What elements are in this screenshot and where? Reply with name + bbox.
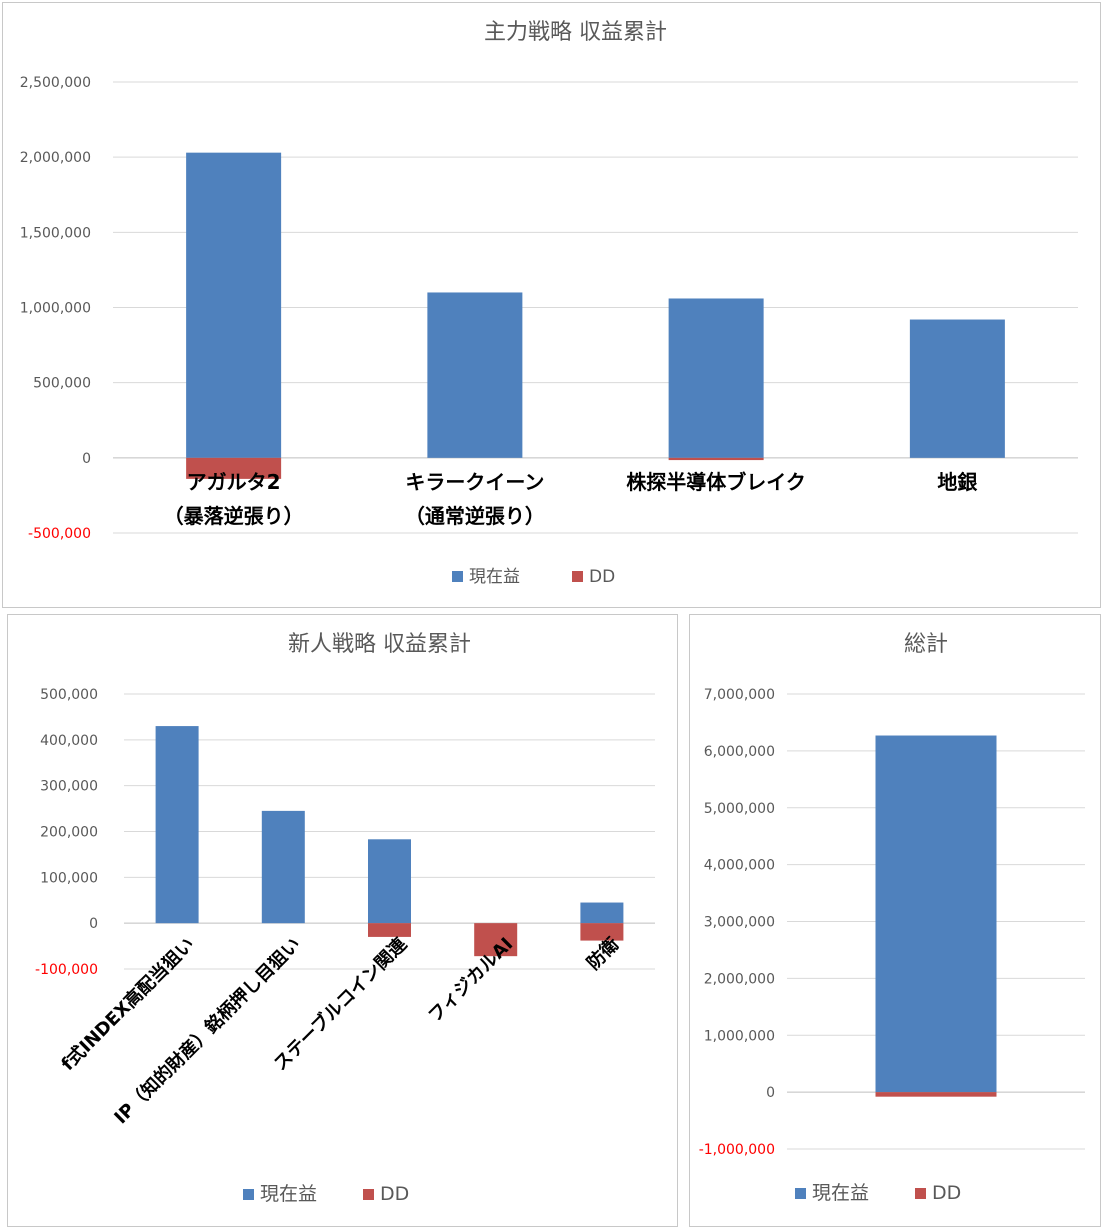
category-label-line: アガルタ2 xyxy=(187,470,281,494)
legend-label: DD xyxy=(589,567,615,587)
bar-profit xyxy=(580,902,624,924)
bar-dd xyxy=(668,457,764,461)
bar-dd xyxy=(875,1092,997,1097)
legend-swatch xyxy=(363,1189,374,1200)
chart-title: 総計 xyxy=(904,632,948,657)
y-tick-label: 400,000 xyxy=(40,733,98,749)
bar-profit xyxy=(909,319,1005,458)
bar-profit xyxy=(875,735,997,1093)
legend-label: DD xyxy=(932,1182,961,1204)
legend-label: 現在益 xyxy=(260,1183,317,1205)
bar-profit xyxy=(261,810,305,924)
category-label: フィジカルAI xyxy=(424,934,517,1027)
y-tick-label: 200,000 xyxy=(40,825,98,841)
y-tick-label: 2,000,000 xyxy=(20,150,91,166)
bar-profit xyxy=(368,839,411,924)
legend-swatch xyxy=(915,1188,926,1199)
category-label-line: 地銀 xyxy=(937,470,977,494)
bar-dd xyxy=(186,457,282,479)
y-tick-label: 500,000 xyxy=(33,376,91,392)
y-tick-label: 2,000,000 xyxy=(704,971,775,987)
category-label: アガルタ2 （暴落逆張り） xyxy=(164,470,304,528)
y-tick-label: 4,000,000 xyxy=(704,858,775,874)
new-strategy-chart: 新人戦略 収益累計 500,000 400,000 300,000 200,000 100… xyxy=(35,632,655,1205)
bar-profit xyxy=(427,292,523,458)
y-tick-label: 0 xyxy=(89,916,98,932)
y-tick-label: 300,000 xyxy=(40,779,98,795)
bar-profit xyxy=(186,152,282,458)
y-tick-label: 1,000,000 xyxy=(20,301,91,317)
category-label: キラークイーン （通常逆張り） xyxy=(405,470,545,528)
bar-dd xyxy=(580,923,624,941)
legend-swatch xyxy=(572,571,583,582)
y-tick-label: 6,000,000 xyxy=(704,744,775,760)
legend-swatch xyxy=(452,571,463,582)
category-label: IP（知的財産）銘柄押し目狙い xyxy=(110,933,305,1128)
main-strategy-chart: 主力戦略 収益累計 2,500,000 2,000,000 1,500,000 1,00… xyxy=(20,20,1078,587)
new-strategy-chart-panel: 新人戦略 収益累計 500,000 400,000 300,000 200,000 100… xyxy=(7,614,678,1227)
category-label: 地銀 xyxy=(937,470,977,494)
y-tick-label: 1,000,000 xyxy=(704,1028,775,1044)
bar-dd xyxy=(474,923,518,957)
y-tick-label: 5,000,000 xyxy=(704,801,775,817)
chart-title: 新人戦略 収益累計 xyxy=(288,632,471,657)
total-chart-panel: 総計 7,000,000 6,000,000 5,000,000 4,000,000 3,… xyxy=(689,614,1101,1227)
y-tick-label: 100,000 xyxy=(40,870,98,886)
legend-label: 現在益 xyxy=(469,567,520,587)
y-tick-label: 3,000,000 xyxy=(704,915,775,931)
chart-title: 主力戦略 収益累計 xyxy=(484,20,667,45)
legend-label: DD xyxy=(380,1183,409,1205)
y-tick-label: 500,000 xyxy=(40,687,98,703)
legend-swatch xyxy=(795,1188,806,1199)
bar-profit xyxy=(668,298,764,458)
total-chart: 総計 7,000,000 6,000,000 5,000,000 4,000,000 3,… xyxy=(699,632,1085,1204)
category-label-line: （暴落逆張り） xyxy=(164,504,304,528)
y-tick-label: -500,000 xyxy=(28,526,91,542)
category-label-line: （通常逆張り） xyxy=(405,504,545,528)
category-label-line: 株探半導体ブレイク xyxy=(626,470,806,494)
y-tick-label: 2,500,000 xyxy=(20,75,91,91)
y-tick-label: -100,000 xyxy=(35,962,98,978)
y-tick-label: 0 xyxy=(82,451,91,467)
bar-dd xyxy=(368,923,411,937)
y-tick-label: 7,000,000 xyxy=(704,687,775,703)
category-label: 株探半導体ブレイク xyxy=(626,470,806,494)
bar-profit xyxy=(155,726,199,924)
y-tick-label: 1,500,000 xyxy=(20,225,91,241)
y-tick-label: 0 xyxy=(766,1085,775,1101)
legend-label: 現在益 xyxy=(812,1182,869,1204)
main-strategy-chart-panel: 主力戦略 収益累計 2,500,000 2,000,000 1,500,000 1,00… xyxy=(2,2,1101,608)
y-tick-label: -1,000,000 xyxy=(699,1142,775,1158)
category-label-line: キラークイーン xyxy=(405,470,544,494)
legend-swatch xyxy=(243,1189,254,1200)
